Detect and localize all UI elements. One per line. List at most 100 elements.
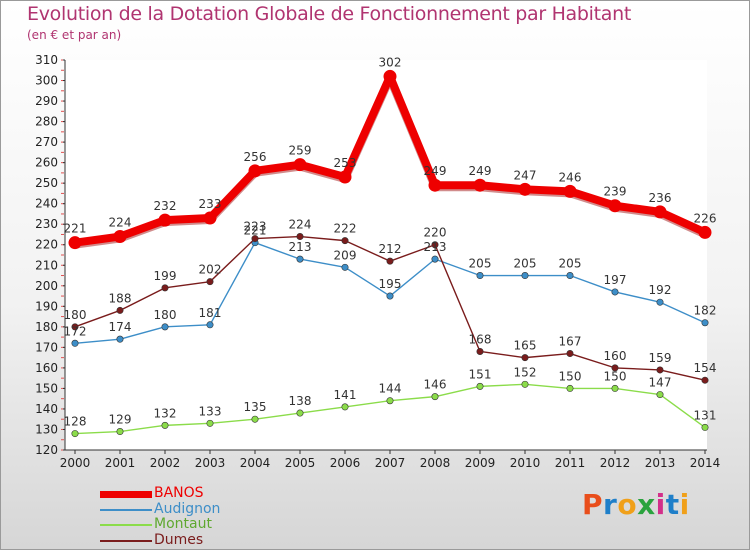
data-label: 151 bbox=[469, 367, 492, 381]
data-point bbox=[656, 391, 664, 399]
data-label: 150 bbox=[604, 369, 627, 383]
data-label: 195 bbox=[379, 277, 402, 291]
data-label: 213 bbox=[289, 240, 312, 254]
data-point bbox=[113, 230, 127, 244]
data-label: 212 bbox=[379, 242, 402, 256]
y-tick-label: 190 bbox=[35, 299, 58, 313]
x-tick-label: 2003 bbox=[195, 456, 226, 470]
y-tick-label: 230 bbox=[35, 217, 58, 231]
data-point bbox=[476, 347, 484, 355]
data-label: 233 bbox=[199, 197, 222, 211]
logo-letter: o bbox=[617, 488, 638, 521]
y-tick-label: 220 bbox=[35, 238, 58, 252]
data-point bbox=[566, 350, 574, 358]
data-point bbox=[293, 158, 307, 172]
legend-label: Montaut bbox=[154, 516, 212, 532]
data-point bbox=[248, 164, 262, 178]
data-label: 159 bbox=[649, 351, 672, 365]
chart-axes: 120 130 140 150 160 170 180 190 200 210 220 230 240 2… bbox=[35, 53, 720, 470]
data-point bbox=[386, 292, 394, 300]
data-point bbox=[71, 323, 79, 331]
data-point bbox=[611, 384, 619, 392]
logo-letter: r bbox=[603, 488, 618, 521]
legend-swatch bbox=[100, 539, 152, 542]
data-point bbox=[383, 69, 397, 83]
data-label: 224 bbox=[109, 216, 132, 230]
data-point bbox=[476, 272, 484, 280]
data-point bbox=[521, 272, 529, 280]
x-tick-label: 2006 bbox=[330, 456, 361, 470]
x-tick-label: 2002 bbox=[150, 456, 181, 470]
data-label: 132 bbox=[154, 406, 177, 420]
data-label: 259 bbox=[289, 144, 312, 158]
data-labels-layer: 128 129 132 133 135 138 141 144 146 151 152 150 150 1… bbox=[64, 55, 717, 428]
data-point bbox=[161, 284, 169, 292]
data-label: 199 bbox=[154, 269, 177, 283]
data-label: 192 bbox=[649, 283, 672, 297]
data-point bbox=[566, 272, 574, 280]
data-point bbox=[296, 409, 304, 417]
data-label: 239 bbox=[604, 185, 627, 199]
data-point bbox=[116, 335, 124, 343]
x-tick-label: 2000 bbox=[60, 456, 91, 470]
x-tick-label: 2007 bbox=[375, 456, 406, 470]
data-label: 246 bbox=[559, 170, 582, 184]
y-tick-label: 120 bbox=[35, 443, 58, 457]
y-tick-label: 210 bbox=[35, 258, 58, 272]
data-label: 223 bbox=[244, 220, 267, 234]
y-tick-label: 140 bbox=[35, 402, 58, 416]
chart-subtitle: (en € et par an) bbox=[27, 28, 122, 42]
data-label: 209 bbox=[334, 248, 357, 262]
data-label: 160 bbox=[604, 349, 627, 363]
data-point bbox=[566, 384, 574, 392]
x-tick-label: 2013 bbox=[645, 456, 676, 470]
data-label: 205 bbox=[559, 257, 582, 271]
data-point bbox=[431, 241, 439, 249]
data-point bbox=[338, 170, 352, 184]
data-point bbox=[608, 199, 622, 213]
y-tick-label: 290 bbox=[35, 94, 58, 108]
data-point bbox=[341, 263, 349, 271]
data-point bbox=[701, 423, 709, 431]
x-tick-label: 2001 bbox=[105, 456, 136, 470]
data-point bbox=[611, 288, 619, 296]
series-layer bbox=[68, 69, 712, 438]
data-point bbox=[656, 298, 664, 306]
logo-letter: i bbox=[655, 488, 666, 521]
data-label: 181 bbox=[199, 306, 222, 320]
y-tick-label: 250 bbox=[35, 176, 58, 190]
data-point bbox=[158, 213, 172, 227]
data-point bbox=[116, 428, 124, 436]
data-point bbox=[116, 306, 124, 314]
data-point bbox=[386, 257, 394, 265]
data-point bbox=[521, 380, 529, 388]
data-point bbox=[431, 255, 439, 263]
data-label: 249 bbox=[469, 164, 492, 178]
data-label: 168 bbox=[469, 332, 492, 346]
data-label: 220 bbox=[424, 226, 447, 240]
data-label: 197 bbox=[604, 273, 627, 287]
data-label: 165 bbox=[514, 339, 537, 353]
data-label: 205 bbox=[469, 257, 492, 271]
data-label: 129 bbox=[109, 413, 132, 427]
y-tick-label: 270 bbox=[35, 135, 58, 149]
x-tick-label: 2014 bbox=[690, 456, 721, 470]
data-point bbox=[521, 354, 529, 362]
plot-area bbox=[65, 60, 707, 450]
data-point bbox=[206, 278, 214, 286]
legend-label: Audignon bbox=[154, 500, 221, 517]
data-point bbox=[251, 415, 259, 423]
data-point bbox=[206, 419, 214, 427]
logo-letter: i bbox=[679, 488, 690, 521]
data-label: 302 bbox=[379, 55, 402, 69]
data-point bbox=[563, 184, 577, 198]
data-label: 174 bbox=[109, 320, 132, 334]
data-label: 221 bbox=[64, 222, 87, 236]
data-label: 226 bbox=[694, 211, 717, 225]
data-label: 150 bbox=[559, 369, 582, 383]
y-tick-label: 310 bbox=[35, 53, 58, 67]
x-tick-label: 2005 bbox=[285, 456, 316, 470]
data-point bbox=[656, 366, 664, 374]
data-label: 182 bbox=[694, 304, 717, 318]
